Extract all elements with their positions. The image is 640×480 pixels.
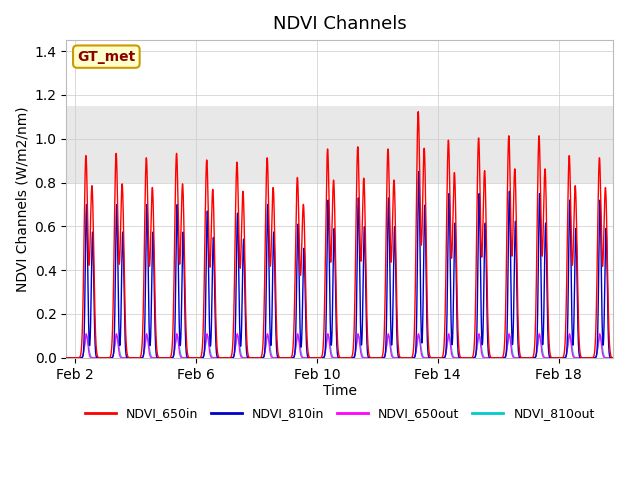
NDVI_650out — [609, 355, 617, 360]
NDVI_650in — [85, 262, 93, 267]
NDVI_810out — [95, 355, 103, 360]
NDVI_810out — [609, 355, 617, 360]
Title: NDVI Channels: NDVI Channels — [273, 15, 406, 33]
Text: GT_met: GT_met — [77, 49, 136, 64]
Bar — [67, 106, 613, 182]
NDVI_650in — [65, 355, 72, 360]
NDVI_810out — [63, 355, 70, 360]
NDVI_650in — [580, 355, 588, 360]
NDVI_650in — [63, 355, 70, 360]
NDVI_810out — [234, 333, 241, 339]
NDVI_810out — [170, 353, 177, 359]
Y-axis label: NDVI Channels (W/m2/nm): NDVI Channels (W/m2/nm) — [15, 106, 29, 292]
NDVI_650out — [580, 355, 588, 360]
Legend: NDVI_650in, NDVI_810in, NDVI_650out, NDVI_810out: NDVI_650in, NDVI_810in, NDVI_650out, NDV… — [79, 402, 600, 425]
NDVI_650out — [95, 355, 103, 360]
Line: NDVI_650out: NDVI_650out — [67, 334, 613, 358]
NDVI_810out — [65, 355, 72, 360]
NDVI_650in — [170, 307, 177, 312]
NDVI_810in — [609, 355, 617, 360]
NDVI_810out — [330, 355, 337, 360]
NDVI_650out — [65, 355, 72, 360]
NDVI_650out — [170, 353, 177, 359]
NDVI_810in — [95, 355, 103, 360]
X-axis label: Time: Time — [323, 384, 356, 398]
NDVI_810in — [415, 168, 422, 174]
NDVI_810in — [65, 355, 72, 360]
NDVI_810out — [85, 345, 93, 350]
NDVI_650out — [85, 350, 93, 356]
Line: NDVI_810out: NDVI_810out — [67, 336, 613, 358]
NDVI_810in — [170, 353, 177, 359]
NDVI_650out — [113, 331, 120, 336]
NDVI_650out — [63, 355, 70, 360]
NDVI_650in — [609, 355, 617, 360]
NDVI_810in — [63, 355, 70, 360]
NDVI_650in — [330, 177, 337, 183]
NDVI_810in — [85, 332, 93, 338]
Line: NDVI_650in: NDVI_650in — [67, 111, 613, 358]
Line: NDVI_810in: NDVI_810in — [67, 171, 613, 358]
NDVI_810out — [580, 355, 588, 360]
NDVI_650out — [330, 355, 337, 360]
NDVI_810in — [330, 243, 337, 249]
NDVI_650in — [414, 108, 422, 114]
NDVI_810in — [580, 355, 588, 360]
NDVI_650in — [95, 355, 103, 360]
